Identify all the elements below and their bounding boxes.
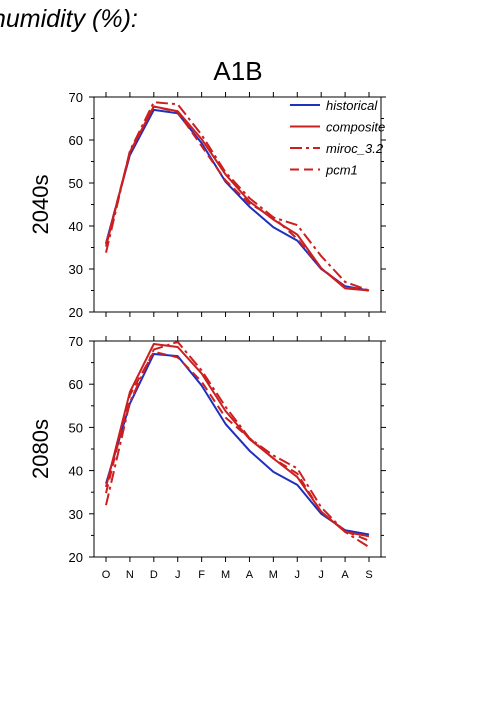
y-tick-label: 20: [69, 550, 83, 565]
x-tick-label: F: [198, 569, 205, 581]
x-tick-label: M: [269, 569, 278, 581]
series-line-historical: [105, 353, 370, 536]
chart-panels: 20 30 40 50 60 70 2040s historical composite miro…: [28, 90, 386, 581]
x-tick-label: N: [126, 569, 134, 581]
x-tick-label: S: [365, 569, 372, 581]
y-tick-label: 70: [69, 90, 83, 105]
x-tick-label: J: [175, 569, 181, 581]
panel-2080s: 20 30 40 50 60 70 O N D J F M A M J J A S 2080s: [28, 334, 386, 581]
legend-label: composite: [326, 120, 385, 135]
page-heading: humidity (%):: [0, 5, 138, 33]
y-tick-label: 50: [69, 176, 83, 191]
y-tick-label: 20: [69, 305, 83, 320]
x-tick-label: A: [246, 569, 254, 581]
y-tick-label: 70: [69, 334, 83, 349]
series-line-pcm1: [105, 350, 370, 542]
x-tick-label: O: [102, 569, 111, 581]
series-line-miroc-3-2: [105, 340, 370, 548]
legend: historical composite miroc_3.2 pcm1: [290, 98, 385, 178]
y-tick-label: 60: [69, 377, 83, 392]
x-tick-label: A: [341, 569, 349, 581]
y-tick-label: 50: [69, 420, 83, 435]
legend-label: pcm1: [325, 163, 358, 178]
legend-label: miroc_3.2: [326, 141, 384, 156]
panel-2040s: 20 30 40 50 60 70 2040s historical composite miro…: [28, 90, 386, 320]
x-tick-label: J: [318, 569, 324, 581]
scenario-title: A1B: [213, 56, 262, 86]
panel-label: 2040s: [28, 175, 53, 235]
y-tick-label: 40: [69, 464, 83, 479]
x-tick-label: D: [150, 569, 158, 581]
series-line-historical: [105, 108, 370, 292]
x-tick-label: J: [295, 569, 301, 581]
panel-label: 2080s: [28, 419, 53, 479]
y-tick-label: 40: [69, 219, 83, 234]
y-tick-label: 30: [69, 262, 83, 277]
legend-label: historical: [326, 98, 378, 113]
y-tick-label: 30: [69, 507, 83, 522]
series-line-pcm1: [105, 105, 370, 292]
series-line-composite: [105, 105, 370, 292]
y-tick-label: 60: [69, 133, 83, 148]
series-line-miroc-3-2: [105, 101, 370, 292]
x-tick-label: M: [221, 569, 230, 581]
